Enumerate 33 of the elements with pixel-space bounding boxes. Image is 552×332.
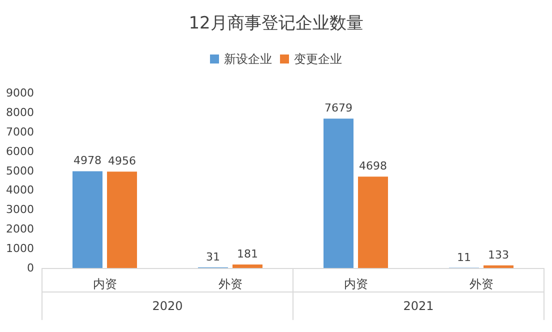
data-label: 11 <box>457 250 471 264</box>
y-tick-label: 3000 <box>6 203 34 216</box>
y-tick-label: 5000 <box>6 164 34 178</box>
text: 2020 <box>152 299 183 313</box>
bar <box>232 264 262 268</box>
data-label: 4698 <box>359 160 387 173</box>
y-tick-label: 1000 <box>6 242 34 256</box>
bar <box>484 265 514 268</box>
chart-title: 12月商事登记企业数量 <box>188 14 364 34</box>
data-label: 4956 <box>108 154 136 168</box>
y-tick-label: 0 <box>27 262 34 274</box>
bar <box>107 172 137 268</box>
data-label: 133 <box>488 248 509 262</box>
x-tick-label: 内资 <box>92 277 117 291</box>
y-tick-label: 8000 <box>6 106 34 119</box>
x-tick-label: 内资 <box>344 277 368 291</box>
y-tick-label: 6000 <box>6 144 34 158</box>
y-tick-label: 7000 <box>6 125 34 138</box>
data-label: 7679 <box>324 102 352 115</box>
bar <box>358 176 388 268</box>
y-tick-label: 9000 <box>6 86 34 100</box>
data-label: 181 <box>237 247 258 260</box>
legend-label: 变更企业 <box>294 52 342 66</box>
data-label: 31 <box>206 250 220 264</box>
y-tick-label: 4000 <box>6 184 34 197</box>
legend-label: 新设企业 <box>224 52 272 66</box>
x-tick-label: 外资 <box>469 277 494 291</box>
text: 2021 <box>403 299 434 313</box>
data-label: 4978 <box>74 154 102 168</box>
x-tick-label: 外资 <box>218 277 242 291</box>
y-tick-label: 2000 <box>6 222 34 236</box>
bar <box>72 171 102 268</box>
bar <box>324 118 354 268</box>
